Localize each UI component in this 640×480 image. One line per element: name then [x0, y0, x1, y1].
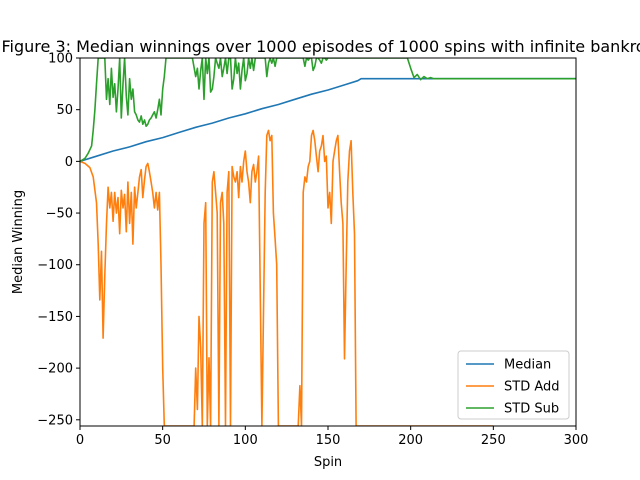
y-tick-label: 50: [56, 103, 73, 118]
y-tick-label: 100: [48, 52, 73, 67]
x-axis-label: Spin: [314, 455, 342, 470]
series-line-std-sub: [80, 58, 576, 163]
x-tick-label: 100: [233, 433, 258, 448]
y-axis-label: Median Winning: [11, 190, 26, 294]
x-tick-label: 50: [154, 433, 171, 448]
series-line-median: [80, 77, 576, 163]
legend-label: STD Sub: [504, 402, 559, 417]
y-tick-label: −150: [37, 310, 73, 325]
legend-label: STD Add: [504, 380, 560, 395]
y-tick-label: −50: [46, 207, 73, 222]
x-tick-label: 250: [481, 433, 506, 448]
y-tick-label: −100: [37, 258, 73, 273]
y-tick-label: 0: [65, 155, 73, 170]
legend-label: Median: [504, 358, 551, 373]
series-line-std-add: [80, 129, 494, 426]
x-axis: 0 50 100 150 200 250 300: [76, 426, 589, 448]
y-tick-label: −200: [37, 362, 73, 377]
legend: Median STD Add STD Sub: [457, 350, 570, 420]
y-axis: −250 −200 −150 −100 −50 0 50 100: [37, 52, 80, 428]
x-tick-label: 0: [76, 433, 84, 448]
chart-title: Figure 3: Median winnings over 1000 epis…: [2, 37, 640, 56]
x-tick-label: 200: [398, 433, 423, 448]
x-tick-label: 150: [316, 433, 341, 448]
x-tick-label: 300: [564, 433, 589, 448]
y-tick-label: −250: [37, 413, 73, 428]
series-layer: [80, 58, 576, 426]
legend-box: [457, 350, 570, 420]
